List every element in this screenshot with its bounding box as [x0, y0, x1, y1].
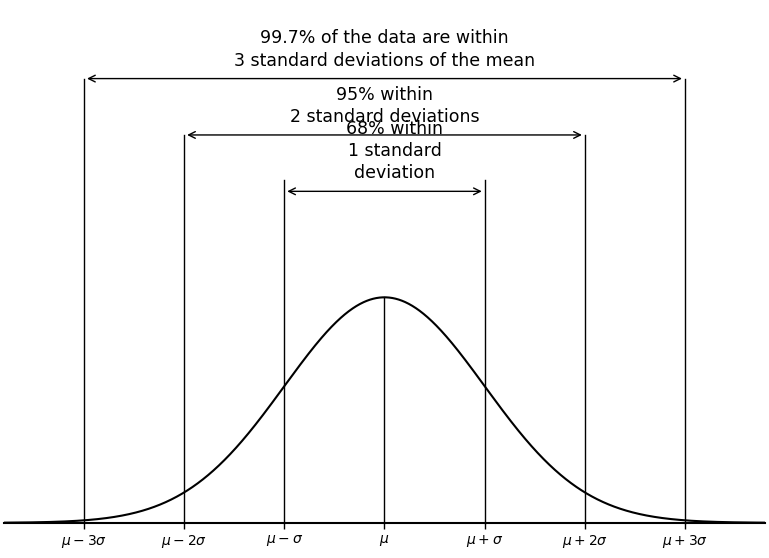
- Text: 99.7% of the data are within
3 standard deviations of the mean: 99.7% of the data are within 3 standard …: [234, 30, 535, 70]
- Text: 95% within
2 standard deviations: 95% within 2 standard deviations: [290, 86, 479, 126]
- Text: 68% within
1 standard
deviation: 68% within 1 standard deviation: [346, 120, 443, 182]
